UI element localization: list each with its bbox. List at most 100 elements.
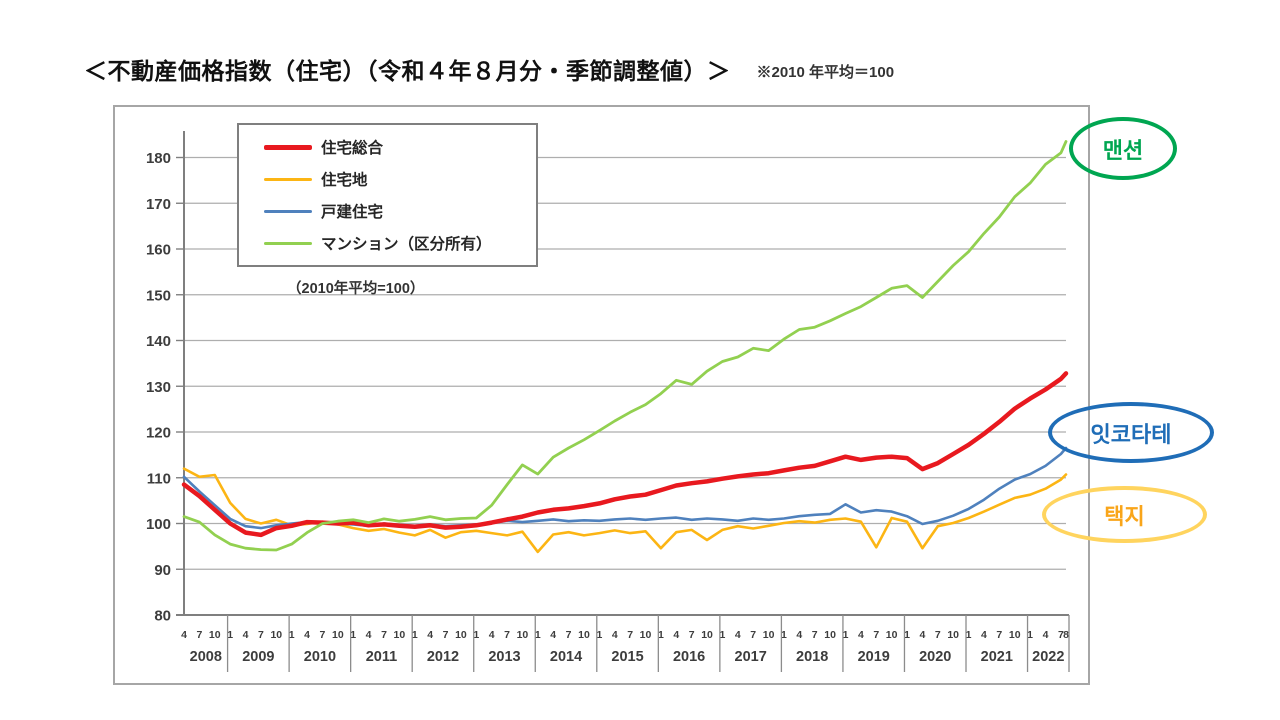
legend-label: マンション（区分所有） [321,236,492,253]
y-tick-label: 140 [146,333,171,350]
year-label: 2013 [488,649,520,665]
year-label: 2008 [190,649,222,665]
month-label: 7 [627,629,633,641]
month-label: 10 [455,629,467,641]
legend-line-swatch [264,209,312,213]
callout-takuji-label: 택지 [1104,503,1145,529]
y-tick-label: 170 [146,196,171,213]
series-line-kodate-jutaku [182,446,1068,530]
month-label: 1 [350,629,356,641]
month-label: 4 [489,629,495,641]
year-label: 2012 [427,649,459,665]
callout-mansion-label: 맨션 [1102,137,1144,163]
series-line-jutakuchi [182,467,1068,554]
month-label: 7 [196,629,202,641]
year-label: 2020 [919,649,951,665]
legend-note: （2010年平均=100） [287,281,425,297]
y-axis-labels: 80 90 100 110 120 130 140 150 160 170 180 [146,150,184,625]
page-title: ＜不動産価格指数（住宅）（令和４年８月分・季節調整値）＞ [84,58,731,84]
month-label: 10 [1009,629,1021,641]
year-label: 2018 [796,649,828,665]
month-label: 10 [824,629,836,641]
month-label: 1 [904,629,910,641]
legend-line-swatch [264,177,312,181]
month-label: 1 [289,629,295,641]
x-axis-labels: 4 7 10 1 4 7 10 1 4 7 10 1 4 7 10 1 4 7 10 1 4 7 10 1 4 7 10 1 4 7 10 1… [181,615,1070,672]
month-label: 7 [873,629,879,641]
legend-item: マンション（区分所有） [264,232,536,254]
series-line-mansion [182,140,1068,552]
year-label: 2021 [981,649,1013,665]
month-label: 4 [304,629,310,641]
month-label: 4 [1043,629,1049,641]
year-label: 2010 [304,649,336,665]
month-label: 7 [504,629,510,641]
month-label: 10 [886,629,898,641]
month-label: 7 [443,629,449,641]
y-tick-label: 180 [146,150,171,167]
month-label: 7 [381,629,387,641]
year-label: 2017 [735,649,767,665]
month-label: 4 [796,629,802,641]
legend-item: 戸建住宅 [264,200,536,222]
callout-mansion-ellipse: 맨션 [1069,117,1177,180]
month-label: 4 [612,629,618,641]
month-label: 1 [227,629,233,641]
series-line-jutaku-sogo [181,371,1069,538]
month-label: 1 [596,629,602,641]
month-label: 4 [919,629,925,641]
y-tick-label: 120 [146,425,171,442]
month-label: 1 [535,629,541,641]
year-label: 2022 [1032,649,1064,665]
month-label: 1 [720,629,726,641]
month-label: 10 [270,629,282,641]
callout-takuji-ellipse: 택지 [1042,486,1207,543]
title-note: ※2010 年平均＝100 [756,64,895,81]
month-label: 10 [763,629,775,641]
month-label: 7 [320,629,326,641]
month-label: 4 [981,629,987,641]
month-label: 7 [750,629,756,641]
y-tick-label: 90 [154,562,171,579]
y-tick-label: 110 [147,470,171,487]
month-label: 4 [243,629,249,641]
month-label: 10 [517,629,529,641]
year-label: 2009 [242,649,274,665]
month-label: 10 [209,629,221,641]
month-label: 1 [781,629,787,641]
month-label: 1 [966,629,972,641]
month-label: 4 [181,629,187,641]
title-row: ＜不動産価格指数（住宅）（令和４年８月分・季節調整値）＞ ※2010 年平均＝10… [84,52,894,86]
month-label: 10 [640,629,652,641]
y-tick-label: 100 [146,516,171,533]
y-tick-label: 150 [146,287,171,304]
year-label: 2011 [366,649,397,665]
month-label: 1 [843,629,849,641]
month-label: 4 [735,629,741,641]
legend-item: 住宅総合 [264,136,536,158]
month-label: 7 [935,629,941,641]
year-label: 2016 [673,649,705,665]
legend-item: 住宅地 [264,168,536,190]
month-label: 1 [658,629,664,641]
callout-ikkodate-ellipse: 잇코타테 [1048,402,1214,463]
month-label: 4 [366,629,372,641]
legend-line-swatch [264,241,312,245]
y-tick-label: 130 [146,379,171,396]
year-label: 2014 [550,649,582,665]
year-label: 2019 [858,649,890,665]
y-tick-label: 80 [154,608,171,625]
chart-legend: 住宅総合住宅地戸建住宅マンション（区分所有） [237,123,538,267]
month-label: 1 [412,629,418,641]
legend-line-swatch [264,144,312,150]
month-label: 7 [689,629,695,641]
month-label: 8 [1063,629,1069,641]
legend-label: 戸建住宅 [321,204,384,221]
month-label: 7 [812,629,818,641]
month-label: 4 [858,629,864,641]
month-label: 10 [701,629,713,641]
month-label: 1 [1027,629,1033,641]
legend-label: 住宅地 [321,172,368,189]
legend-label: 住宅総合 [321,140,384,157]
